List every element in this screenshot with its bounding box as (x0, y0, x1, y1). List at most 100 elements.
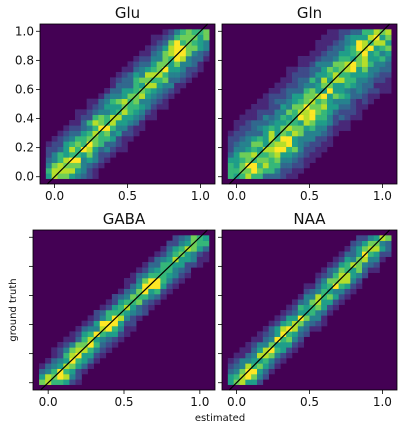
heatmap-cell (133, 77, 140, 83)
heatmap-cell (280, 77, 287, 83)
heatmap-cell (139, 72, 146, 78)
heatmap-cell (286, 157, 293, 163)
heatmap-cell (51, 352, 58, 359)
heatmap-cell (367, 93, 374, 99)
heatmap-cell (262, 130, 269, 137)
heatmap-cell (133, 88, 140, 94)
heatmap-cell (332, 272, 339, 279)
heatmap-cell (191, 40, 198, 46)
heatmap-cell (344, 66, 351, 73)
heatmap-cell (162, 88, 169, 94)
heatmap-cell (321, 93, 328, 99)
heatmap-cell (344, 246, 351, 252)
heatmap-cell (139, 88, 146, 94)
heatmap-cell (124, 315, 131, 321)
heatmap-cell (327, 294, 334, 300)
heatmap-cell (286, 104, 293, 110)
heatmap-cell (315, 61, 322, 67)
heatmap-cell (309, 82, 316, 89)
heatmap-cell (262, 141, 269, 147)
heatmap-cell (373, 56, 380, 62)
heatmap-cell (292, 173, 299, 179)
heatmap-cell (239, 368, 246, 375)
heatmap-cell (332, 267, 339, 273)
heatmap-cell (373, 72, 380, 78)
heatmap-cell (154, 272, 161, 279)
heatmap-cell (274, 82, 281, 89)
heatmap-cell (350, 104, 357, 110)
heatmap-cell (57, 146, 64, 153)
heatmap-cell (233, 130, 240, 137)
heatmap-cell (69, 130, 76, 137)
heatmap-cell (69, 157, 76, 163)
heatmap-cell (338, 104, 345, 110)
heatmap-cell (367, 235, 374, 241)
heatmap-cell (185, 61, 192, 67)
heatmap-cell (356, 246, 363, 252)
heatmap-cell (99, 310, 107, 316)
heatmap-cell (227, 157, 234, 163)
heatmap-cell (286, 136, 293, 142)
heatmap-cell (104, 88, 111, 94)
heatmap-cell (315, 310, 322, 316)
heatmap-cell (309, 56, 316, 62)
heatmap-cell (338, 299, 345, 305)
heatmap-cell (350, 251, 357, 257)
heatmap-cell (251, 109, 258, 115)
heatmap-cell (268, 93, 275, 99)
heatmap-cell (362, 50, 369, 57)
heatmap-cell (145, 45, 152, 51)
heatmap-cell (315, 77, 322, 83)
heatmap-cell (80, 146, 87, 153)
heatmap-cell (57, 152, 64, 158)
heatmap-cell (80, 141, 87, 147)
heatmap-cell (321, 109, 328, 115)
heatmap-cell (51, 146, 58, 153)
heatmap-cell (184, 267, 192, 273)
heatmap-cell (280, 320, 287, 327)
heatmap-cell (280, 358, 287, 364)
heatmap-cell (257, 173, 264, 179)
heatmap-cell (262, 358, 269, 364)
heatmap-cell (286, 173, 293, 179)
heatmap-cell (332, 256, 339, 263)
heatmap-cell (202, 246, 210, 252)
heatmap-cell (286, 342, 293, 348)
heatmap-cell (127, 61, 134, 67)
heatmap-cell (367, 72, 374, 78)
heatmap-cell (251, 168, 258, 174)
heatmap-cell (268, 152, 275, 158)
heatmap-cell (379, 77, 386, 83)
heatmap-cell (110, 136, 117, 142)
heatmap-cell (268, 98, 275, 105)
heatmap-cell (315, 136, 322, 142)
heatmap-cell (162, 40, 169, 46)
heatmap-cell (160, 283, 167, 289)
heatmap-cell (99, 342, 107, 348)
heatmap-cell (367, 61, 374, 67)
heatmap-cell (251, 379, 258, 385)
heatmap-cell (367, 45, 374, 51)
heatmap-cell (292, 98, 299, 105)
heatmap-cell (133, 56, 140, 62)
heatmap-cell (373, 45, 380, 51)
heatmap-cell (315, 146, 322, 153)
heatmap-cell (239, 358, 246, 364)
heatmap-cell (356, 29, 363, 35)
heatmap-cell (98, 98, 105, 105)
heatmap-cell (286, 66, 293, 73)
heatmap-cell (327, 283, 334, 289)
heatmap-cell (356, 235, 363, 241)
heatmap-cell (280, 315, 287, 321)
heatmap-cell (251, 152, 258, 158)
heatmap-cell (117, 326, 125, 332)
heatmap-cell (51, 358, 58, 364)
heatmap-cell (257, 114, 264, 121)
heatmap-cell (286, 120, 293, 126)
heatmap-cell (268, 326, 275, 332)
heatmap-cell (57, 342, 64, 348)
heatmap-cell (332, 262, 339, 268)
heatmap-cell (239, 120, 246, 126)
heatmap-cell (303, 304, 310, 311)
